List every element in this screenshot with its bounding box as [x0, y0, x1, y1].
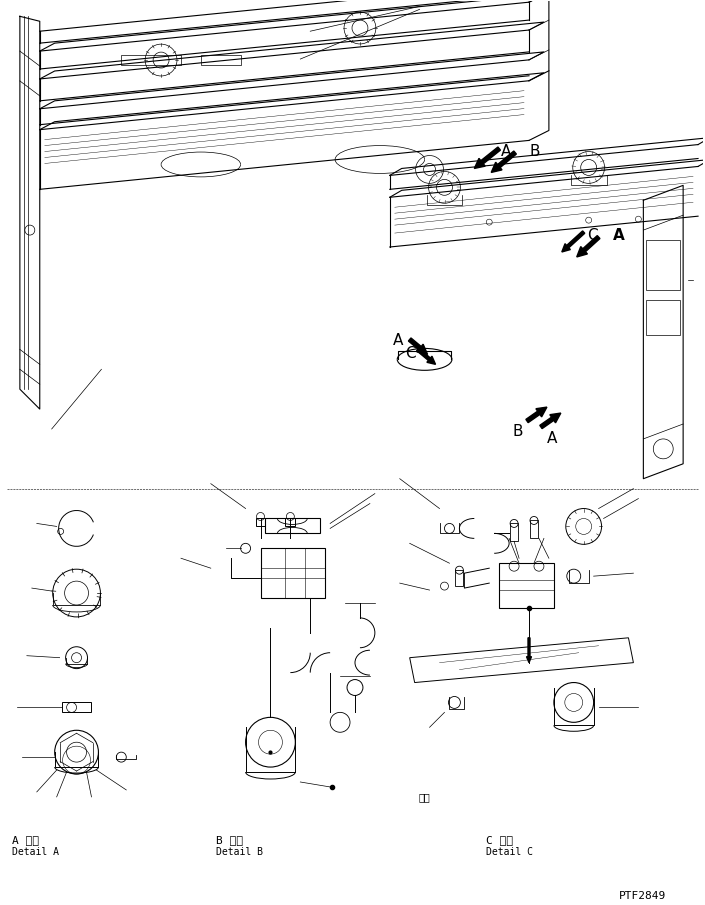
Bar [499, 563, 554, 608]
Bar [201, 55, 240, 65]
FancyArrow shape [527, 638, 532, 662]
Bar [530, 520, 538, 538]
Bar [646, 240, 680, 290]
Text: C: C [405, 347, 415, 361]
FancyArrow shape [491, 151, 516, 173]
Text: A: A [501, 144, 512, 158]
Text: A: A [613, 228, 625, 243]
Bar [255, 519, 266, 527]
Bar [286, 519, 295, 527]
Bar [646, 300, 680, 335]
FancyArrow shape [577, 235, 600, 257]
Bar [61, 702, 92, 712]
FancyArrow shape [562, 231, 584, 252]
FancyArrow shape [526, 407, 547, 423]
Bar [261, 548, 325, 598]
Bar [455, 570, 463, 586]
FancyArrow shape [540, 413, 560, 429]
Text: A: A [393, 332, 403, 348]
Bar [121, 55, 181, 65]
Text: B: B [512, 424, 522, 439]
Text: ー・: ー・ [419, 792, 431, 802]
Text: Detail A: Detail A [12, 846, 59, 857]
Text: Detail C: Detail C [486, 846, 533, 857]
FancyArrow shape [408, 338, 427, 355]
Bar [510, 523, 518, 541]
Text: A: A [547, 431, 557, 446]
Text: B 詳細: B 詳細 [216, 834, 243, 844]
Text: PTF2849: PTF2849 [618, 891, 666, 901]
Text: C: C [587, 228, 597, 243]
Text: B: B [529, 144, 539, 158]
FancyArrow shape [417, 348, 436, 365]
Text: A 詳細: A 詳細 [12, 834, 39, 844]
Text: Detail B: Detail B [216, 846, 263, 857]
Bar [266, 519, 320, 533]
FancyArrow shape [474, 147, 501, 168]
Text: C 詳細: C 詳細 [486, 834, 513, 844]
